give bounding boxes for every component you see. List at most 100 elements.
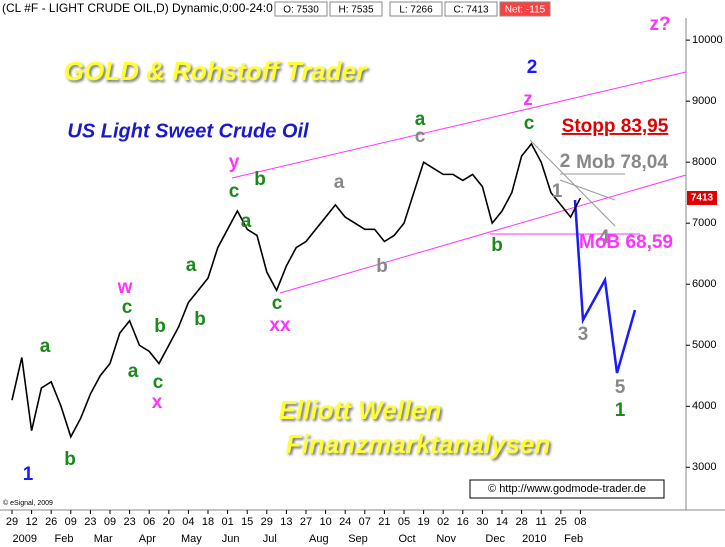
- last-price-box: [687, 190, 717, 205]
- x-tick-label: 23: [84, 516, 96, 528]
- wave-label: 3: [578, 324, 589, 345]
- x-tick-label: 21: [378, 516, 390, 528]
- wave-label: x: [152, 392, 163, 413]
- last-price-label: 7413: [691, 193, 714, 204]
- x-tick-label: 16: [457, 516, 469, 528]
- triangle-line: [529, 139, 616, 227]
- subtitle: US Light Sweet Crude Oil: [67, 120, 309, 142]
- month-label: Jul: [263, 533, 277, 545]
- y-tick-label: 8000: [692, 156, 716, 168]
- x-tick-label: 23: [123, 516, 135, 528]
- wave-label: b: [194, 309, 206, 330]
- x-tick-label: 08: [574, 516, 586, 528]
- net-box: [499, 1, 551, 17]
- wave-label: a: [186, 255, 197, 276]
- x-tick-label: 18: [202, 516, 214, 528]
- wave-label: b: [64, 449, 76, 470]
- wave-label: c: [415, 126, 426, 147]
- x-tick-label: 28: [515, 516, 527, 528]
- wave-label: a: [40, 336, 51, 357]
- month-label: Oct: [398, 533, 415, 545]
- y-tick-label: 6000: [692, 278, 716, 290]
- footer-line: Finanzmarktanalysen: [286, 429, 550, 459]
- y-tick-label: 10000: [692, 34, 723, 46]
- wave-label: 5: [615, 377, 626, 398]
- wave-label: xx: [269, 315, 291, 336]
- wave-label: b: [376, 256, 388, 277]
- brand: GOLD & Rohstoff Trader: [64, 56, 368, 86]
- month-label: Nov: [436, 533, 456, 545]
- x-tick-label: 15: [241, 516, 253, 528]
- wave-label: w: [117, 277, 133, 298]
- y-tick-label: 9000: [692, 95, 716, 107]
- x-tick-label: 06: [143, 516, 155, 528]
- wave-label: z?: [649, 14, 670, 35]
- month-label: Jun: [222, 533, 240, 545]
- wave-label: 2: [560, 151, 571, 172]
- x-tick-label: 19: [417, 516, 429, 528]
- wave-label: c: [272, 293, 283, 314]
- quote-box: [274, 1, 328, 17]
- wave-label: a: [415, 109, 426, 130]
- x-tick-label: 14: [496, 516, 508, 528]
- wave-label: a: [241, 211, 252, 232]
- x-tick-label: 09: [65, 516, 77, 528]
- wave-label: Stopp 83,95: [562, 116, 669, 137]
- wave-label: a: [128, 361, 139, 382]
- y-tick-label: 7000: [692, 217, 716, 229]
- month-label: Feb: [55, 533, 74, 545]
- wave-label: c: [524, 113, 535, 134]
- wave-label: b: [491, 235, 503, 256]
- wave-label: MoB 68,59: [579, 232, 673, 253]
- x-tick-label: 05: [398, 516, 410, 528]
- y-tick-label: 5000: [692, 339, 716, 351]
- website: © http://www.godmode-trader.de: [488, 483, 646, 495]
- quote-boxes: O: 7530 H: 7535 L: 7266 C: 7413 Net: -115: [274, 1, 551, 17]
- month-label: May: [181, 533, 202, 545]
- x-tick-label: 09: [104, 516, 116, 528]
- x-tick-label: 13: [280, 516, 292, 528]
- month-label: Sep: [348, 533, 368, 545]
- website-box: [469, 479, 665, 499]
- x-tick-label: 11: [535, 516, 546, 528]
- x-tick-label: 29: [261, 516, 273, 528]
- month-label: Mar: [94, 533, 113, 545]
- wave-label: c: [229, 181, 240, 202]
- x-tick-label: 20: [163, 516, 175, 528]
- wave-label: c: [153, 372, 164, 393]
- copyright: © eSignal, 2009: [3, 499, 53, 507]
- x-tick-label: 01: [221, 516, 233, 528]
- price-line: [11, 142, 582, 439]
- wave-label: Mob 78,04: [576, 152, 668, 173]
- channel-lower: [279, 174, 687, 294]
- y-tick-label: 4000: [692, 400, 716, 412]
- quote-value: O: 7530: [283, 5, 319, 16]
- x-tick-label: 12: [25, 516, 37, 528]
- month-label: Apr: [139, 533, 156, 545]
- x-tick-label: 07: [359, 516, 371, 528]
- x-tick-label: 29: [6, 516, 18, 528]
- x-tick-label: 02: [437, 516, 449, 528]
- wave-label: 1: [615, 400, 626, 421]
- wave-label: c: [122, 297, 133, 318]
- projection-path: [573, 199, 637, 374]
- drawings: [231, 71, 687, 374]
- x-tick-label: 26: [45, 516, 57, 528]
- x-tick-label: 30: [476, 516, 488, 528]
- wave-label: 1: [23, 464, 34, 485]
- quote-box: [444, 1, 498, 17]
- month-label: Feb: [564, 533, 583, 545]
- month-label: Dec: [485, 533, 505, 545]
- month-label: 2009: [13, 533, 37, 545]
- x-tick-label: 10: [319, 516, 331, 528]
- wave-label: 2: [527, 57, 538, 78]
- x-tick-label: 24: [339, 516, 351, 528]
- quote-box: [329, 1, 383, 17]
- quote-value: L: 7266: [399, 5, 433, 16]
- triangle-line: [559, 179, 616, 201]
- wave-label: a: [334, 172, 345, 193]
- footer-line: Elliott Wellen: [279, 395, 442, 425]
- chart-title: (CL #F - LIGHT CRUDE OIL,D) Dynamic,0:00…: [2, 1, 273, 15]
- x-tick-label: 27: [300, 516, 312, 528]
